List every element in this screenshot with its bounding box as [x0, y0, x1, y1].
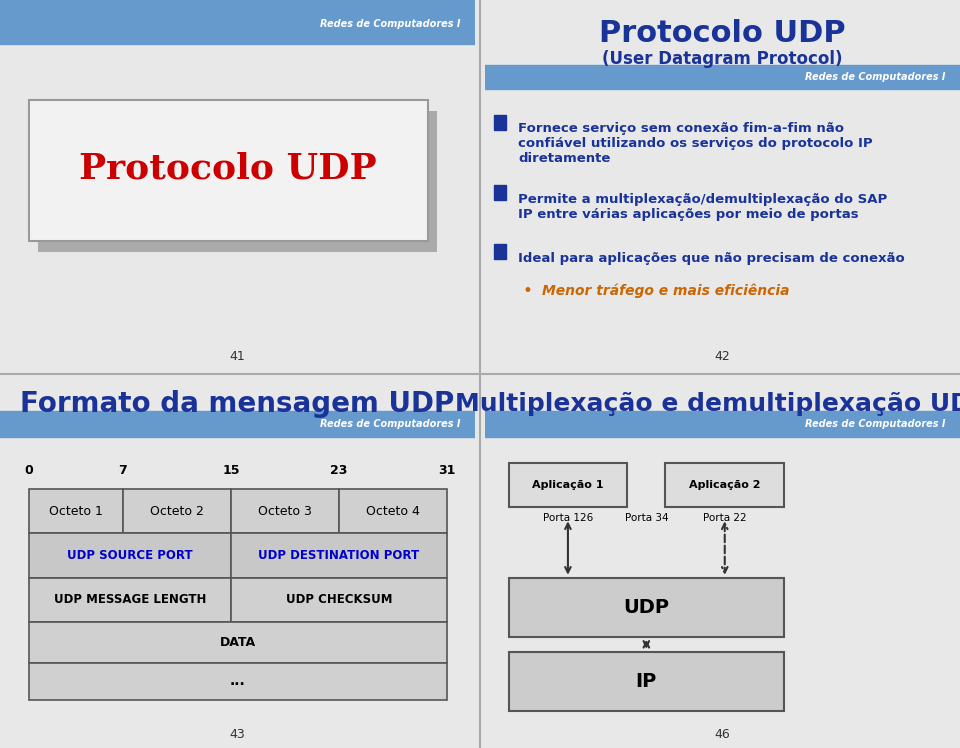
Text: IP: IP	[636, 672, 657, 691]
Text: Octeto 2: Octeto 2	[150, 504, 204, 518]
Bar	[123, 488, 230, 533]
Bar	[485, 65, 960, 89]
Text: DATA: DATA	[220, 636, 255, 649]
Text: 23: 23	[330, 464, 348, 476]
Text: Protocolo UDP: Protocolo UDP	[599, 19, 846, 48]
Bar	[494, 245, 506, 260]
Bar	[494, 114, 506, 129]
Text: UDP: UDP	[623, 598, 669, 617]
Bar	[339, 488, 446, 533]
Bar	[29, 622, 446, 663]
Bar	[230, 577, 446, 622]
Bar	[0, 0, 475, 44]
Text: Porta 126: Porta 126	[542, 513, 593, 524]
Text: Porta 34: Porta 34	[625, 513, 668, 524]
FancyBboxPatch shape	[38, 111, 437, 252]
Text: •: •	[523, 282, 533, 300]
Text: Ideal para aplicações que não precisam de conexão: Ideal para aplicações que não precisam d…	[518, 252, 904, 265]
Bar	[0, 411, 475, 437]
Text: Octeto 1: Octeto 1	[49, 504, 103, 518]
Text: 15: 15	[222, 464, 240, 476]
Text: Octeto 3: Octeto 3	[258, 504, 312, 518]
Text: UDP SOURCE PORT: UDP SOURCE PORT	[67, 549, 193, 562]
Text: Aplicação 1: Aplicação 1	[532, 480, 604, 490]
Text: UDP MESSAGE LENGTH: UDP MESSAGE LENGTH	[54, 593, 205, 607]
Text: UDP CHECKSUM: UDP CHECKSUM	[285, 593, 392, 607]
Text: Redes de Computadores I: Redes de Computadores I	[321, 419, 461, 429]
FancyBboxPatch shape	[509, 463, 627, 507]
Text: 42: 42	[714, 350, 731, 363]
Bar	[230, 488, 339, 533]
Text: 46: 46	[714, 728, 731, 741]
Bar	[29, 488, 123, 533]
Text: Octeto 4: Octeto 4	[366, 504, 420, 518]
Text: Permite a multiplexação/demultiplexação do SAP
IP entre várias aplicações por me: Permite a multiplexação/demultiplexação …	[518, 192, 887, 221]
Text: Protocolo UDP: Protocolo UDP	[80, 152, 377, 186]
FancyBboxPatch shape	[509, 577, 784, 637]
Text: Fornece serviço sem conexão fim-a-fim não
confiável utilizando os serviços do pr: Fornece serviço sem conexão fim-a-fim nã…	[518, 122, 873, 165]
Bar	[485, 411, 960, 437]
Bar	[29, 663, 446, 700]
Bar	[29, 577, 230, 622]
Bar	[230, 533, 446, 577]
Text: Porta 22: Porta 22	[703, 513, 747, 524]
Text: UDP DESTINATION PORT: UDP DESTINATION PORT	[258, 549, 420, 562]
Text: ...: ...	[229, 675, 246, 688]
Text: 7: 7	[119, 464, 128, 476]
Text: Multiplexação e demultiplexação UDP: Multiplexação e demultiplexação UDP	[455, 392, 960, 416]
Text: Redes de Computadores I: Redes de Computadores I	[805, 419, 946, 429]
Text: Redes de Computadores I: Redes de Computadores I	[321, 19, 461, 29]
FancyBboxPatch shape	[509, 652, 784, 711]
Text: 31: 31	[438, 464, 455, 476]
Text: 43: 43	[229, 728, 246, 741]
Text: 41: 41	[229, 350, 246, 363]
Text: Menor tráfego e mais eficiência: Menor tráfego e mais eficiência	[541, 283, 789, 298]
Text: 0: 0	[24, 464, 33, 476]
Text: (User Datagram Protocol): (User Datagram Protocol)	[602, 50, 843, 68]
Text: Redes de Computadores I: Redes de Computadores I	[805, 72, 946, 82]
Text: Aplicação 2: Aplicação 2	[689, 480, 760, 490]
Bar	[494, 186, 506, 200]
Bar	[29, 533, 230, 577]
FancyBboxPatch shape	[29, 100, 428, 241]
FancyBboxPatch shape	[665, 463, 784, 507]
Text: Formato da mensagem UDP: Formato da mensagem UDP	[20, 390, 455, 417]
